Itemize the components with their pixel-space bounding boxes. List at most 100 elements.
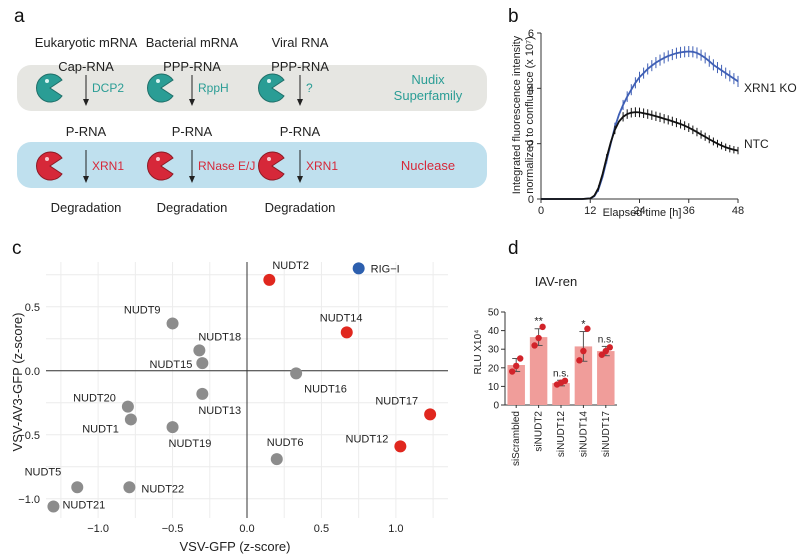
d-replicate-dot xyxy=(602,347,609,355)
c-point-dot xyxy=(196,387,209,400)
pacman-teal-icon xyxy=(258,73,285,103)
c-point-label: NUDT19 xyxy=(169,438,212,450)
c-ylabel: VSV-AV3-GFP (z-score) xyxy=(10,313,25,452)
c-point-dot xyxy=(196,357,209,370)
product-label: P-RNA xyxy=(172,124,213,139)
panel-d: d IAV-ren RLU X10⁴ 0 10 20 30 40 50 siScramble… xyxy=(473,238,617,466)
enzyme2-label: XRN1 xyxy=(92,159,124,173)
nuclease-row-background xyxy=(17,142,487,188)
c-point-dot xyxy=(340,326,353,339)
d-y-tick-label: 0 xyxy=(493,401,499,412)
c-point-dot xyxy=(193,344,206,357)
c-ticks: −1.0 −0.5 0.0 0.5 1.0 −1.0 −0.5 0.0 0.5 xyxy=(18,302,403,535)
c-point-label: NUDT22 xyxy=(141,483,184,495)
pacman-teal-icon xyxy=(147,73,174,103)
d-bar xyxy=(597,351,615,405)
d-category-label: siScrambled xyxy=(511,411,522,466)
b-plot-area xyxy=(541,46,739,200)
c-point-dot xyxy=(270,453,283,466)
d-replicate-dot xyxy=(561,377,569,385)
c-point-label: NUDT17 xyxy=(375,395,418,407)
c-point-dot xyxy=(124,413,137,426)
substrate-label: Cap-RNA xyxy=(58,59,114,74)
c-point-label: NUDT9 xyxy=(124,304,161,316)
c-point-label: NUDT13 xyxy=(198,405,241,417)
c-point-dot xyxy=(352,262,365,275)
d-y-tick-label: 10 xyxy=(488,382,500,393)
nudix-label-line2: Superfamily xyxy=(394,88,463,103)
column-title: Eukaryotic mRNA xyxy=(35,35,138,50)
outcome-label: Degradation xyxy=(51,200,122,215)
c-point-dot xyxy=(290,367,303,380)
d-significance-label: ** xyxy=(534,316,543,328)
column-viral: Viral RNA PPP-RNA ? P-RNA XRN1 Degradati… xyxy=(258,35,338,215)
c-point-dot xyxy=(121,400,134,413)
d-replicate-dot xyxy=(517,355,524,362)
c-point-label: NUDT18 xyxy=(198,331,241,343)
c-point-dot xyxy=(47,500,60,513)
c-point-label: RIG−I xyxy=(371,263,400,275)
outcome-label: Degradation xyxy=(265,200,336,215)
d-category-label: siNUDT14 xyxy=(578,411,589,458)
d-replicate-dot xyxy=(531,342,538,349)
b-y-tick-label: 4 xyxy=(528,83,534,95)
pacman-red-icon xyxy=(258,151,285,181)
d-replicate-dot xyxy=(576,357,583,364)
c-points: RIG−I NUDT2 NUDT14 NUDT17 NUDT12 NUDT9 NUDT18 N… xyxy=(25,260,437,513)
c-point-label: NUDT5 xyxy=(25,466,62,478)
d-bar xyxy=(507,365,525,405)
b-xlabel: Elapsed time [h] xyxy=(603,207,682,219)
d-replicate-dot xyxy=(598,351,605,358)
enzyme2-label: XRN1 xyxy=(306,159,338,173)
c-point-label: NUDT15 xyxy=(150,359,193,371)
d-plot-area: 0 10 20 30 40 50 siScrambled ** siNUDT2 n.s. siNUD… xyxy=(488,308,617,466)
panel-a: a Eukaryotic mRNA Cap-RNA DCP2 P-RNA XRN… xyxy=(14,6,487,215)
c-x-tick-label: −0.5 xyxy=(162,523,184,535)
d-category-label: siNUDT17 xyxy=(601,411,612,458)
b-series-line-ntc xyxy=(541,111,739,200)
d-replicate-dot xyxy=(539,323,546,331)
enzyme1-label: ? xyxy=(306,81,313,95)
column-title: Bacterial mRNA xyxy=(146,35,239,50)
b-x-tick-label: 48 xyxy=(732,205,744,217)
c-point-label: NUDT20 xyxy=(73,393,116,405)
substrate-label: PPP-RNA xyxy=(271,59,329,74)
d-y-tick-label: 50 xyxy=(488,308,500,319)
b-x-tick-label: 0 xyxy=(538,205,544,217)
product-label: P-RNA xyxy=(66,124,107,139)
column-eukaryotic: Eukaryotic mRNA Cap-RNA DCP2 P-RNA XRN1 … xyxy=(35,35,138,215)
c-point-label: NUDT1 xyxy=(82,423,119,435)
pacman-red-icon xyxy=(147,151,174,181)
d-y-tick-label: 30 xyxy=(488,345,500,356)
d-replicate-dot xyxy=(580,347,587,355)
d-replicate-dot xyxy=(509,368,516,375)
panel-c-label: c xyxy=(12,238,22,259)
c-x-tick-label: 0.0 xyxy=(239,523,254,535)
c-y-tick-label: 0.5 xyxy=(25,302,40,314)
c-point-dot xyxy=(71,481,84,494)
d-bar xyxy=(529,337,548,405)
column-title: Viral RNA xyxy=(272,35,329,50)
c-point-label: NUDT14 xyxy=(320,312,363,324)
c-point-label: NUDT2 xyxy=(272,260,309,272)
enzyme1-label: RppH xyxy=(198,81,229,95)
d-replicate-dot xyxy=(535,334,542,342)
b-x-tick-label: 36 xyxy=(683,205,695,217)
b-ylabel-line1: Integrated fluorescence intensity xyxy=(511,35,523,194)
c-point-label: NUDT16 xyxy=(304,383,347,395)
panel-d-label: d xyxy=(508,238,519,259)
c-point-dot xyxy=(123,481,136,494)
panel-a-label: a xyxy=(14,6,25,27)
c-point-dot xyxy=(263,273,276,286)
d-replicate-dot xyxy=(584,325,591,332)
nudix-label-line1: Nudix xyxy=(411,72,445,87)
c-x-tick-label: 1.0 xyxy=(388,523,403,535)
pacman-red-icon xyxy=(36,151,63,181)
product-label: P-RNA xyxy=(280,124,321,139)
c-y-tick-label: 0.0 xyxy=(25,366,40,378)
c-x-tick-label: −1.0 xyxy=(87,523,109,535)
d-replicate-dot xyxy=(513,362,520,370)
c-point-label: NUDT12 xyxy=(346,433,389,445)
d-ylabel: RLU X10⁴ xyxy=(473,330,484,375)
